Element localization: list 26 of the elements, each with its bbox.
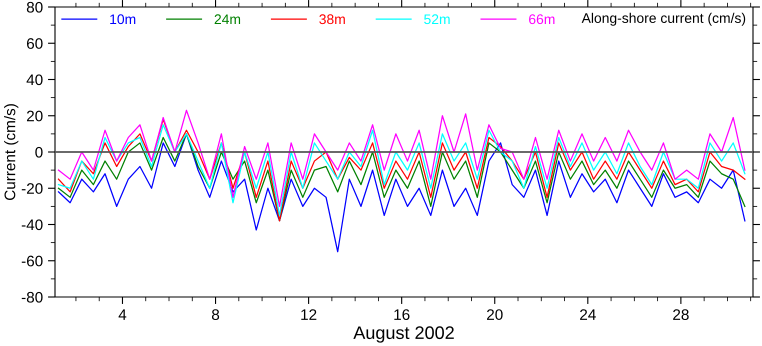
y-tick-label: -80 bbox=[22, 292, 43, 303]
legend-label: 52m bbox=[424, 14, 450, 24]
y-tick-label: -20 bbox=[22, 183, 43, 194]
line-series bbox=[58, 110, 746, 207]
x-tick-label: 8 bbox=[212, 309, 220, 320]
y-tick-label: 80 bbox=[26, 2, 43, 13]
line-series bbox=[58, 133, 746, 252]
y-tick-label: 20 bbox=[26, 110, 43, 122]
x-tick-label: 4 bbox=[118, 309, 126, 320]
y-axis-title: Current (cm/s) bbox=[4, 104, 18, 200]
y-tick-label: 0 bbox=[35, 146, 43, 158]
legend-label: 10m bbox=[110, 14, 136, 24]
x-tick-label: 20 bbox=[487, 309, 503, 320]
x-tick-label: 28 bbox=[673, 309, 689, 320]
legend-label: 24m bbox=[214, 14, 240, 24]
y-tick-label: 40 bbox=[26, 74, 43, 86]
annotation: Along-shore current (cm/s) bbox=[582, 12, 746, 26]
x-tick-label: 16 bbox=[394, 309, 410, 320]
y-tick-label: -40 bbox=[22, 219, 43, 230]
legend-label: 38m bbox=[319, 14, 345, 24]
x-axis-title: August 2002 bbox=[353, 326, 454, 343]
y-tick-label: -60 bbox=[22, 256, 43, 266]
x-tick-label: 12 bbox=[301, 309, 316, 320]
x-tick-label: 24 bbox=[580, 309, 596, 320]
legend-label: 66m bbox=[529, 14, 554, 24]
y-tick-label: 60 bbox=[26, 38, 43, 49]
